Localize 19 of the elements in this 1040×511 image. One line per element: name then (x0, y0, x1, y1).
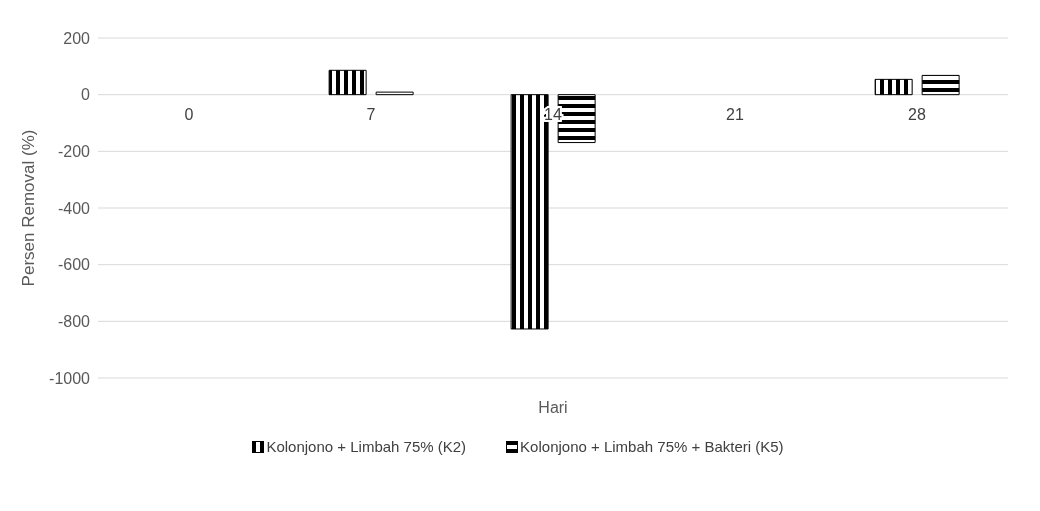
x-tick-label: 28 (908, 105, 926, 123)
y-tick-label: -600 (57, 256, 91, 274)
x-axis-title: Hari (538, 399, 568, 416)
legend-label: Kolonjono + Limbah 75% (K2) (265, 438, 467, 455)
x-tick-label: 0 (184, 105, 194, 123)
bar (874, 78, 913, 96)
legend-label: Kolonjono + Limbah 75% + Bakteri (K5) (519, 438, 784, 455)
x-tick-label: 21 (726, 105, 744, 123)
y-axis-title: Persen Removal (%) (19, 129, 39, 287)
y-tick-label: -200 (57, 143, 91, 161)
bar (328, 69, 367, 96)
bar (921, 74, 960, 96)
y-tick-label: -400 (57, 199, 91, 217)
y-tick-label: -800 (57, 313, 91, 331)
y-tick-label: 0 (81, 86, 91, 104)
y-tick-label: -1000 (49, 369, 91, 387)
x-tick-label: 7 (366, 105, 376, 123)
bar (375, 91, 414, 96)
y-tick-label: 200 (63, 29, 91, 47)
